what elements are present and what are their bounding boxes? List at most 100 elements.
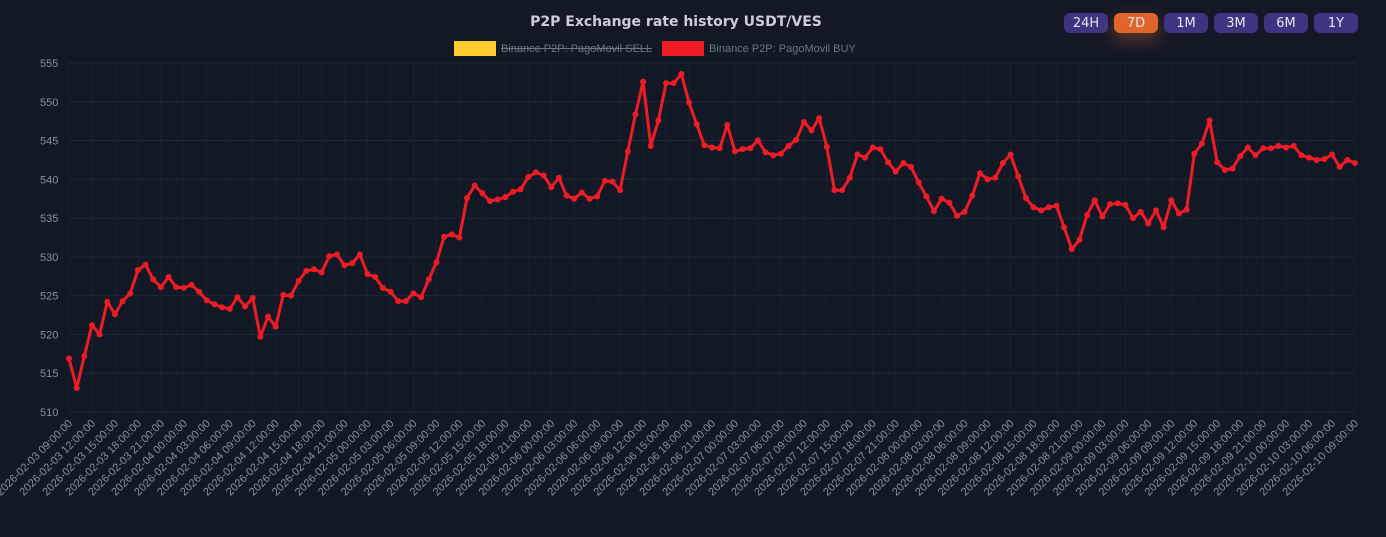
data-point — [318, 269, 325, 276]
data-point — [532, 169, 539, 176]
data-point — [265, 313, 272, 320]
range-buttons: 24H 7D 1M 3M 6M 1Y — [1058, 13, 1358, 33]
data-point — [456, 234, 463, 241]
data-point — [1061, 224, 1068, 231]
data-point — [356, 251, 363, 258]
y-tick-label: 545 — [40, 136, 58, 148]
data-point — [395, 298, 402, 305]
data-point — [66, 355, 72, 362]
data-point — [1015, 173, 1022, 180]
data-point — [976, 170, 983, 177]
data-point — [647, 142, 654, 149]
data-point — [287, 292, 294, 299]
data-point — [1145, 220, 1152, 227]
range-button-1m[interactable]: 1M — [1164, 13, 1208, 33]
data-point — [379, 284, 386, 291]
data-point — [471, 182, 478, 189]
data-point — [1137, 208, 1144, 215]
data-point — [1237, 153, 1244, 160]
data-point — [165, 274, 172, 281]
data-point — [494, 196, 501, 203]
data-point — [1152, 207, 1159, 214]
data-point — [272, 323, 279, 330]
legend-swatch-sell — [454, 41, 496, 56]
data-point — [885, 159, 892, 166]
data-point — [1168, 197, 1175, 204]
data-point — [640, 78, 647, 85]
data-point — [487, 198, 494, 205]
data-point — [938, 195, 945, 202]
data-point — [540, 172, 547, 179]
data-point — [1091, 197, 1098, 204]
data-point — [127, 290, 134, 297]
data-point — [747, 145, 754, 152]
data-point — [517, 186, 524, 193]
data-point — [900, 160, 907, 167]
data-point — [1298, 152, 1305, 159]
range-button-6m[interactable]: 6M — [1264, 13, 1308, 33]
range-button-7d[interactable]: 7D — [1114, 13, 1158, 33]
chart-title: P2P Exchange rate history USDT/VES — [530, 14, 822, 30]
data-point — [464, 194, 471, 201]
data-point — [724, 122, 731, 129]
data-point — [1007, 151, 1014, 158]
data-point — [777, 150, 784, 157]
data-point — [1068, 246, 1075, 253]
data-point — [333, 251, 340, 258]
data-point — [854, 151, 861, 158]
data-point — [624, 148, 631, 155]
data-point — [1229, 165, 1236, 172]
data-point — [961, 208, 968, 215]
data-point — [999, 160, 1006, 167]
y-tick-label: 510 — [40, 407, 58, 419]
data-point — [372, 274, 379, 281]
range-button-1y[interactable]: 1Y — [1314, 13, 1358, 33]
data-point — [1107, 201, 1114, 208]
data-point — [387, 288, 394, 295]
data-point — [173, 284, 180, 291]
data-point — [364, 270, 371, 277]
data-point — [1022, 194, 1029, 201]
data-point — [1084, 212, 1091, 219]
data-point — [1267, 145, 1274, 152]
data-point — [280, 291, 287, 298]
data-point — [418, 294, 425, 301]
range-button-24h[interactable]: 24H — [1064, 13, 1108, 33]
y-tick-label: 530 — [40, 252, 58, 264]
data-point — [88, 322, 95, 329]
data-point — [877, 146, 884, 153]
data-point — [793, 136, 800, 143]
data-point — [402, 298, 409, 305]
data-point — [808, 127, 815, 134]
data-point — [754, 137, 761, 144]
data-point — [1260, 145, 1267, 152]
data-point — [188, 281, 195, 288]
data-point — [953, 212, 960, 219]
data-point — [969, 192, 976, 199]
data-point — [1206, 117, 1213, 124]
legend-item-buy[interactable]: Binance P2P: PagoMovil BUY — [662, 41, 856, 56]
y-tick-label: 515 — [40, 368, 58, 380]
data-point — [119, 298, 126, 305]
data-point — [295, 277, 302, 284]
data-point — [219, 304, 226, 311]
data-point — [555, 174, 562, 181]
data-point — [111, 311, 118, 318]
data-point — [655, 117, 662, 124]
data-point — [1114, 200, 1121, 207]
legend-item-sell[interactable]: Binance P2P: PagoMovil SELL — [454, 41, 652, 56]
y-tick-label: 520 — [40, 329, 58, 341]
data-point — [984, 176, 991, 183]
data-point — [441, 233, 448, 240]
data-point — [946, 199, 953, 206]
data-point — [823, 143, 830, 150]
data-point — [1198, 140, 1205, 147]
data-point — [341, 262, 348, 269]
data-point — [1160, 224, 1167, 231]
data-point — [1329, 151, 1336, 158]
y-tick-label: 525 — [40, 291, 58, 303]
data-point — [448, 231, 455, 238]
y-tick-label: 540 — [40, 174, 58, 186]
data-point — [800, 118, 807, 125]
range-button-3m[interactable]: 3M — [1214, 13, 1258, 33]
